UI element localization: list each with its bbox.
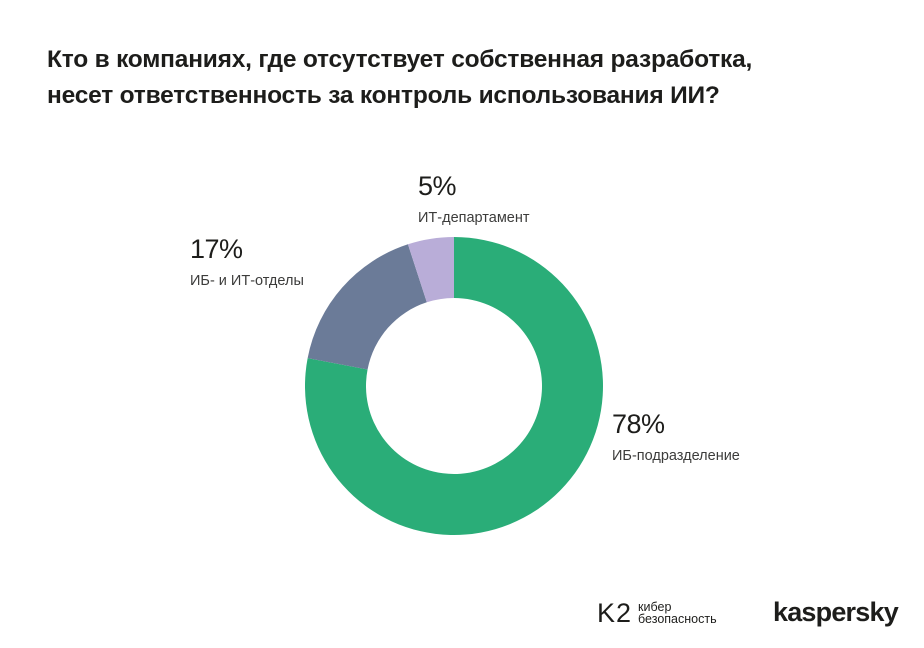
chart-title: Кто в компаниях, где отсутствует собстве… xyxy=(47,42,887,114)
slice-percent-ib-division: 78% xyxy=(612,409,665,439)
slice-percent-it-department: 5% xyxy=(418,171,457,201)
k2-logo-mark: K2 xyxy=(597,598,633,628)
slice-category-ib-and-it: ИБ- и ИТ-отделы xyxy=(190,273,304,289)
k2-logo: K2 кибер безопасность xyxy=(597,597,717,629)
donut-slices xyxy=(304,237,603,535)
k2-logo-text-line-1: кибер xyxy=(638,600,672,614)
donut-slice-it-department xyxy=(407,237,454,303)
donut-slice-ib-and-it xyxy=(307,244,427,370)
k2-logo-text: кибер безопасность xyxy=(638,600,717,626)
donut-slice-ib-division xyxy=(304,237,603,535)
chart-title-line-2: несет ответственность за контроль исполь… xyxy=(47,82,720,109)
slice-label-ib-division: 78% ИБ-подразделение xyxy=(612,409,740,465)
slice-category-it-department: ИТ-департамент xyxy=(418,210,530,226)
chart-title-line-1: Кто в компаниях, где отсутствует собстве… xyxy=(47,46,753,73)
slice-label-it-department: 5% ИТ-департамент xyxy=(418,171,530,227)
slice-label-ib-and-it: 17% ИБ- и ИТ-отделы xyxy=(190,234,304,290)
kaspersky-logo: kaspersky xyxy=(773,597,899,627)
slice-category-ib-division: ИБ-подразделение xyxy=(612,448,740,464)
slice-percent-ib-and-it: 17% xyxy=(190,234,243,264)
k2-logo-text-line-2: безопасность xyxy=(638,612,717,626)
